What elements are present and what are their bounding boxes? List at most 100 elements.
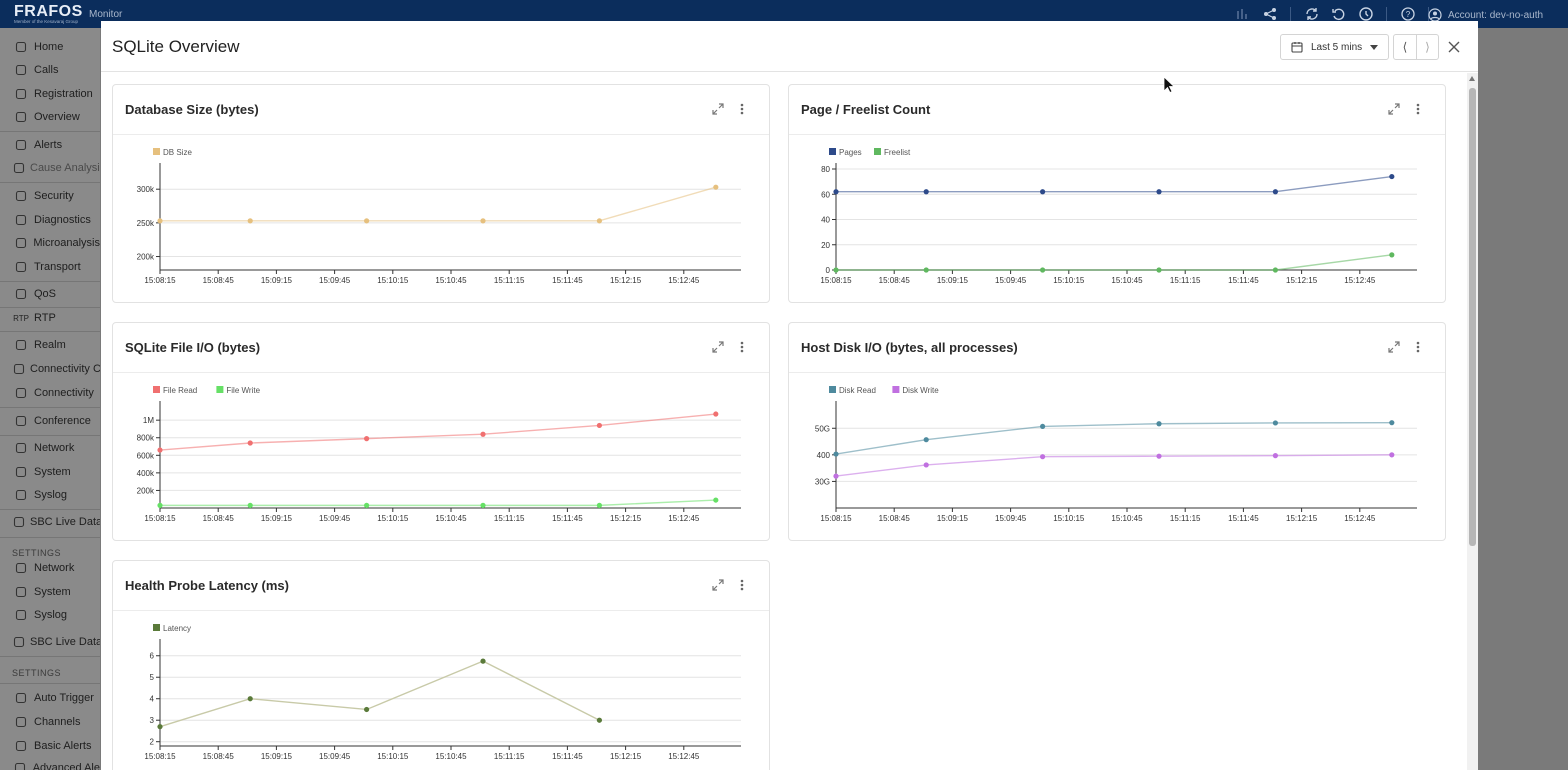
time-range-picker[interactable]: Last 5 mins: [1280, 34, 1389, 60]
data-point[interactable]: [1389, 173, 1395, 180]
previous-button[interactable]: ⟨: [1402, 40, 1408, 54]
data-point[interactable]: [596, 422, 603, 429]
data-point[interactable]: [923, 437, 929, 443]
sidebar-item-syslog[interactable]: Syslog: [0, 484, 100, 506]
sidebar-item-auto-trigger[interactable]: Auto Trigger: [0, 687, 100, 709]
sidebar-item-rtp[interactable]: RTP RTP: [0, 307, 100, 329]
sidebar-item-sbc-live-data[interactable]: SBC Live Data: [0, 631, 100, 653]
scrollbar-thumb[interactable]: [1469, 88, 1476, 546]
expand-icon[interactable]: [711, 340, 725, 354]
data-point[interactable]: [713, 411, 719, 417]
data-point[interactable]: [923, 267, 929, 273]
legend-item[interactable]: Freelist: [874, 148, 911, 157]
account-menu[interactable]: Account: dev-no-auth: [1428, 8, 1543, 22]
data-point[interactable]: [1156, 453, 1162, 459]
data-point[interactable]: [157, 502, 163, 508]
data-point[interactable]: [157, 724, 163, 730]
data-point[interactable]: [480, 658, 486, 664]
data-point[interactable]: [1389, 252, 1395, 258]
data-point[interactable]: [1156, 189, 1162, 195]
data-point[interactable]: [480, 431, 486, 437]
sidebar-item-network[interactable]: Network: [0, 437, 100, 459]
sidebar-item-connectivity[interactable]: Connectivity: [0, 382, 100, 404]
more-options-icon[interactable]: [1411, 102, 1425, 116]
more-options-icon[interactable]: [735, 340, 749, 354]
sidebar-item-advanced-ale[interactable]: Advanced Ale: [0, 757, 100, 770]
sidebar-item-calls[interactable]: Calls: [0, 59, 100, 81]
sidebar-item-system[interactable]: System: [0, 461, 100, 483]
data-point[interactable]: [157, 218, 163, 224]
more-options-icon[interactable]: [735, 102, 749, 116]
data-point[interactable]: [157, 447, 163, 453]
sidebar-item-basic-alerts[interactable]: Basic Alerts: [0, 735, 100, 757]
sidebar-item-realm[interactable]: Realm: [0, 334, 100, 356]
data-point[interactable]: [364, 706, 370, 713]
sidebar-item-microanalysis[interactable]: Microanalysis: [0, 232, 100, 254]
more-options-icon[interactable]: [735, 578, 749, 592]
sidebar-item-alerts[interactable]: Alerts: [0, 134, 100, 156]
data-point[interactable]: [833, 451, 839, 457]
data-point[interactable]: [1272, 420, 1279, 426]
sidebar-item-channels[interactable]: Channels: [0, 711, 100, 733]
data-point[interactable]: [364, 218, 370, 224]
data-point[interactable]: [1040, 454, 1046, 460]
sidebar-item-sbc-live-data[interactable]: SBC Live Data: [0, 511, 100, 533]
data-point[interactable]: [1389, 420, 1395, 426]
data-point[interactable]: [247, 440, 253, 446]
data-point[interactable]: [923, 189, 929, 195]
sidebar-item-conference[interactable]: Conference: [0, 410, 100, 432]
scroll-up-arrow-icon[interactable]: [1469, 76, 1475, 81]
data-point[interactable]: [713, 184, 719, 190]
sidebar-item-registration[interactable]: Registration: [0, 83, 100, 105]
data-point[interactable]: [247, 502, 253, 508]
data-point[interactable]: [1156, 267, 1162, 273]
data-point[interactable]: [1156, 421, 1162, 427]
app-logo[interactable]: FRAFOS: [14, 3, 83, 20]
legend-item[interactable]: Disk Read: [829, 386, 876, 395]
legend-item[interactable]: Latency: [153, 624, 191, 633]
chart-icon[interactable]: [1232, 6, 1253, 22]
sidebar-item-system[interactable]: System: [0, 581, 100, 603]
data-point[interactable]: [596, 717, 603, 723]
data-point[interactable]: [364, 502, 370, 508]
sync-icon[interactable]: [1301, 6, 1322, 22]
data-point[interactable]: [923, 462, 929, 468]
data-point[interactable]: [1272, 189, 1279, 195]
sidebar-item-diagnostics[interactable]: Diagnostics: [0, 209, 100, 231]
help-icon[interactable]: ?: [1397, 6, 1418, 22]
data-point[interactable]: [1272, 267, 1279, 273]
data-point[interactable]: [1272, 453, 1279, 459]
data-point[interactable]: [833, 189, 839, 195]
legend-item[interactable]: File Read: [153, 386, 197, 395]
sidebar-item-network[interactable]: Network: [0, 557, 100, 579]
scrollbar[interactable]: [1467, 73, 1478, 770]
legend-item[interactable]: File Write: [216, 386, 261, 395]
sidebar-item-overview[interactable]: Overview: [0, 106, 100, 128]
expand-icon[interactable]: [711, 578, 725, 592]
history-icon[interactable]: [1355, 6, 1376, 22]
expand-icon[interactable]: [1387, 102, 1401, 116]
data-point[interactable]: [596, 502, 603, 508]
data-point[interactable]: [1040, 423, 1046, 430]
sidebar-item-home[interactable]: Home: [0, 36, 100, 58]
data-point[interactable]: [596, 218, 603, 224]
data-point[interactable]: [1040, 189, 1046, 195]
expand-icon[interactable]: [711, 102, 725, 116]
share-icon[interactable]: [1259, 6, 1280, 22]
legend-item[interactable]: DB Size: [153, 148, 192, 157]
refresh-icon[interactable]: [1328, 6, 1349, 22]
more-options-icon[interactable]: [1411, 340, 1425, 354]
data-point[interactable]: [480, 218, 486, 224]
sidebar-item-qos[interactable]: QoS: [0, 283, 100, 305]
data-point[interactable]: [247, 696, 253, 702]
data-point[interactable]: [364, 436, 370, 442]
data-point[interactable]: [480, 502, 486, 508]
sidebar-item-transport[interactable]: Transport: [0, 256, 100, 278]
legend-item[interactable]: Disk Write: [892, 386, 939, 395]
next-button[interactable]: ⟩: [1415, 35, 1438, 59]
data-point[interactable]: [713, 497, 719, 503]
close-button[interactable]: [1445, 38, 1463, 56]
data-point[interactable]: [247, 218, 253, 224]
sidebar-item-security[interactable]: Security: [0, 185, 100, 207]
data-point[interactable]: [1040, 267, 1046, 273]
